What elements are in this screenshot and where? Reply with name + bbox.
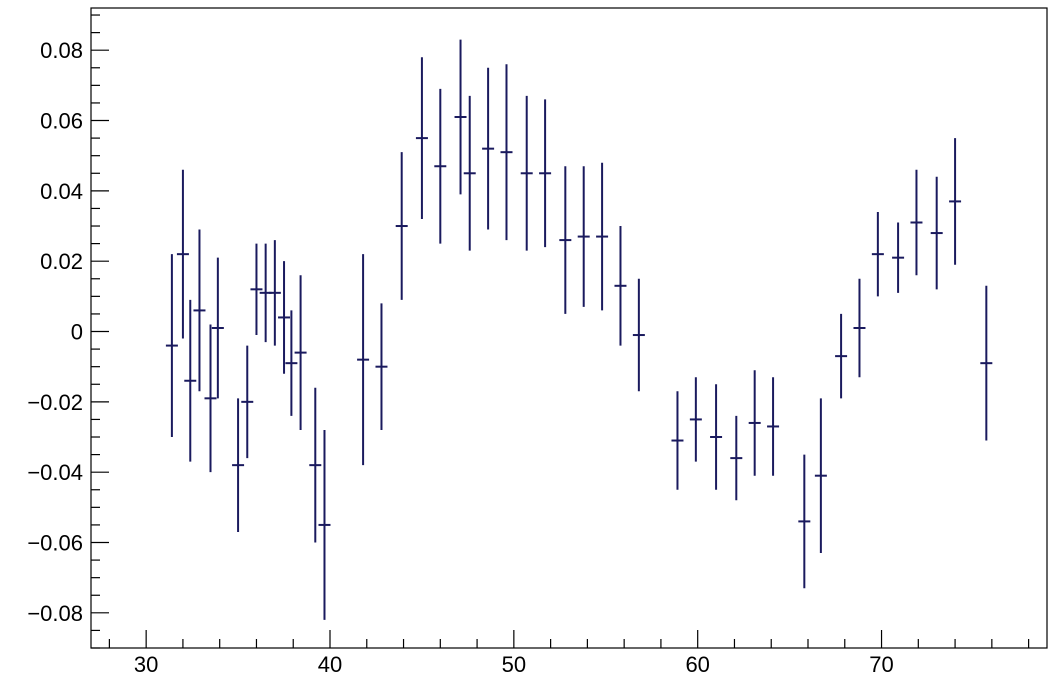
- data-point: [232, 398, 245, 532]
- data-point: [500, 64, 513, 241]
- data-point: [294, 275, 307, 430]
- data-point: [730, 415, 743, 501]
- data-point: [193, 229, 206, 392]
- y-axis: −0.08 −0.06 −0.04 −0.02 0 0.02 0.04 0.06 0.08: [27, 14, 109, 649]
- y-tick-label: −0.02: [27, 390, 83, 415]
- data-point: [434, 88, 447, 244]
- y-tick-label: −0.06: [27, 531, 83, 556]
- data-point: [278, 261, 291, 374]
- data-point: [204, 324, 217, 473]
- data-point: [949, 138, 962, 265]
- data-point: [871, 211, 884, 297]
- y-tick-label: 0.06: [40, 109, 83, 134]
- data-point: [415, 57, 428, 219]
- data-point: [980, 285, 993, 441]
- plot-frame: [90, 7, 1048, 649]
- plot-border: [90, 7, 1048, 649]
- data-point: [482, 67, 495, 230]
- data-point: [614, 226, 627, 346]
- x-axis: 30 40 50 60 70: [108, 630, 1030, 676]
- y-tick-label: −0.04: [27, 460, 83, 485]
- data-point: [539, 99, 552, 248]
- data-point: [241, 345, 254, 459]
- data-point: [596, 162, 609, 311]
- data-point: [559, 166, 572, 314]
- data-point: [689, 377, 702, 462]
- data-point: [318, 429, 331, 620]
- data-point: [892, 222, 905, 293]
- data-point: [577, 166, 590, 307]
- data-point: [357, 254, 370, 466]
- data-points: [165, 39, 993, 620]
- x-tick-label: 30: [134, 652, 158, 676]
- data-point: [463, 95, 476, 251]
- y-tick-label: −0.08: [27, 601, 83, 626]
- data-point: [375, 303, 388, 430]
- data-point: [632, 278, 645, 392]
- data-point: [748, 370, 761, 476]
- data-point: [285, 310, 298, 416]
- data-point: [184, 299, 197, 462]
- data-point: [454, 39, 467, 195]
- y-tick-label: 0: [71, 320, 83, 345]
- data-point: [520, 95, 533, 251]
- data-point: [710, 384, 723, 490]
- data-point: [910, 169, 923, 276]
- data-point: [165, 254, 178, 438]
- data-point: [176, 169, 189, 339]
- data-point: [309, 387, 322, 543]
- data-point: [395, 152, 408, 300]
- y-tick-label: 0.08: [40, 38, 83, 63]
- data-point: [930, 176, 943, 290]
- data-point: [211, 257, 224, 399]
- data-point: [671, 391, 684, 490]
- data-point: [798, 454, 811, 589]
- data-point: [268, 240, 281, 346]
- x-tick-label: 60: [685, 652, 709, 676]
- data-point: [767, 377, 780, 476]
- data-point: [250, 243, 263, 336]
- x-tick-label: 40: [318, 652, 342, 676]
- y-tick-label: 0.04: [40, 179, 83, 204]
- data-point: [853, 278, 866, 378]
- x-tick-label: 70: [869, 652, 893, 676]
- y-tick-label: 0.02: [40, 249, 83, 274]
- data-point: [814, 398, 827, 554]
- data-point: [835, 313, 848, 399]
- x-tick-label: 50: [502, 652, 526, 676]
